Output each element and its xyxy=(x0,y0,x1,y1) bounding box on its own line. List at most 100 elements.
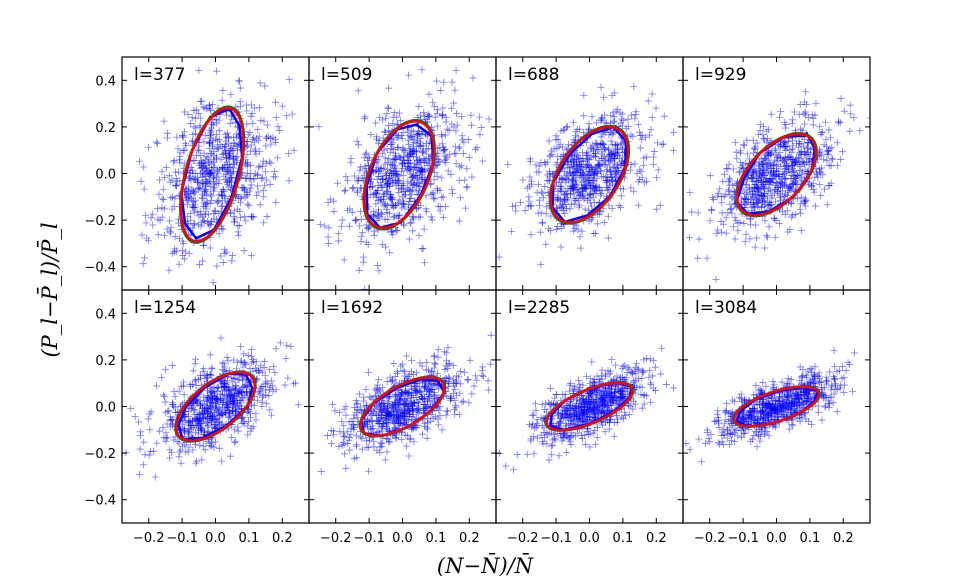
scatter-point xyxy=(718,209,726,217)
scatter-point xyxy=(796,100,804,108)
scatter-point xyxy=(223,353,231,361)
scatter-point xyxy=(346,446,354,454)
scatter-point xyxy=(411,387,419,395)
scatter-point xyxy=(739,141,747,149)
scatter-point xyxy=(325,239,333,247)
scatter-point xyxy=(220,367,228,375)
scatter-point xyxy=(234,221,242,229)
scatter-point xyxy=(412,147,420,155)
scatter-point xyxy=(640,400,648,408)
scatter-point xyxy=(390,109,398,117)
scatter-point xyxy=(415,399,423,407)
scatter-point xyxy=(419,395,427,403)
scatter-point xyxy=(763,232,771,240)
scatter-point xyxy=(239,363,247,371)
scatter-point xyxy=(228,257,236,265)
panel-frame xyxy=(308,56,497,291)
scatter-point xyxy=(283,341,291,349)
scatter-point xyxy=(406,144,414,152)
scatter-point xyxy=(381,456,389,464)
scatter-point xyxy=(517,198,525,206)
scatter-point xyxy=(609,163,617,171)
scatter-point xyxy=(140,461,148,469)
scatter-point xyxy=(608,204,616,212)
scatter-point xyxy=(569,386,577,394)
scatter-point xyxy=(569,119,577,127)
scatter-point xyxy=(215,116,223,124)
scatter-point xyxy=(782,191,790,199)
scatter-point xyxy=(163,129,171,137)
scatter-point xyxy=(479,372,487,380)
scatter-point xyxy=(431,392,439,400)
scatter-point xyxy=(408,356,416,364)
scatter-point xyxy=(590,152,598,160)
scatter-point xyxy=(370,227,378,235)
scatter-point xyxy=(508,227,516,235)
scatter-point xyxy=(618,110,626,118)
scatter-point xyxy=(204,154,212,162)
scatter-point xyxy=(524,202,532,210)
scatter-point xyxy=(175,453,183,461)
scatter-point xyxy=(339,438,347,446)
scatter-point xyxy=(779,142,787,150)
scatter-point xyxy=(231,215,239,223)
scatter-point xyxy=(624,115,632,123)
scatter-point xyxy=(387,378,395,386)
scatter-point xyxy=(484,377,492,385)
scatter-point xyxy=(476,113,484,121)
scatter-point xyxy=(580,128,588,136)
scatter-point xyxy=(243,150,251,158)
scatter-point xyxy=(391,423,399,431)
scatter-point xyxy=(633,170,641,178)
scatter-point xyxy=(180,427,188,435)
x-tick-label: −0.2 xyxy=(320,531,352,546)
scatter-point xyxy=(408,368,416,376)
scatter-point xyxy=(324,233,332,241)
scatter-point xyxy=(410,128,418,136)
scatter-point xyxy=(420,156,428,164)
scatter-point xyxy=(600,160,608,168)
scatter-point xyxy=(422,205,430,213)
scatter-point xyxy=(207,402,215,410)
scatter-point xyxy=(272,345,280,353)
scatter-point xyxy=(420,407,428,415)
scatter-point xyxy=(273,154,281,162)
scatter-point xyxy=(780,139,788,147)
scatter-point xyxy=(354,87,362,95)
scatter-point xyxy=(186,173,194,181)
scatter-point xyxy=(195,66,203,74)
scatter-point xyxy=(604,186,612,194)
scatter-point xyxy=(189,198,197,206)
scatter-point xyxy=(595,156,603,164)
scatter-point xyxy=(576,233,584,241)
scatter-points xyxy=(317,331,495,475)
scatter-point xyxy=(534,209,542,217)
scatter-point xyxy=(185,250,193,258)
scatter-point xyxy=(288,110,296,118)
scatter-point xyxy=(389,120,397,128)
scatter-point xyxy=(378,210,386,218)
scatter-point xyxy=(263,212,271,220)
scatter-point xyxy=(356,163,364,171)
scatter-point xyxy=(770,171,778,179)
scatter-point xyxy=(252,410,260,418)
scatter-point xyxy=(425,90,433,98)
scatter-point xyxy=(468,390,476,398)
scatter-point xyxy=(558,143,566,151)
scatter-point xyxy=(763,139,771,147)
scatter-point xyxy=(598,366,606,374)
scatter-point xyxy=(379,175,387,183)
scatter-point xyxy=(484,425,491,432)
scatter-point xyxy=(201,186,209,194)
scatter-point xyxy=(260,219,268,227)
scatter-point xyxy=(357,403,365,411)
scatter-point xyxy=(396,395,404,403)
scatter-point xyxy=(588,163,596,171)
scatter-point xyxy=(741,237,749,245)
scatter-point xyxy=(722,190,730,198)
scatter-point xyxy=(272,386,280,394)
scatter-point xyxy=(430,176,438,184)
scatter-point xyxy=(465,136,473,144)
scatter-point xyxy=(415,232,423,240)
scatter-point xyxy=(258,383,266,391)
